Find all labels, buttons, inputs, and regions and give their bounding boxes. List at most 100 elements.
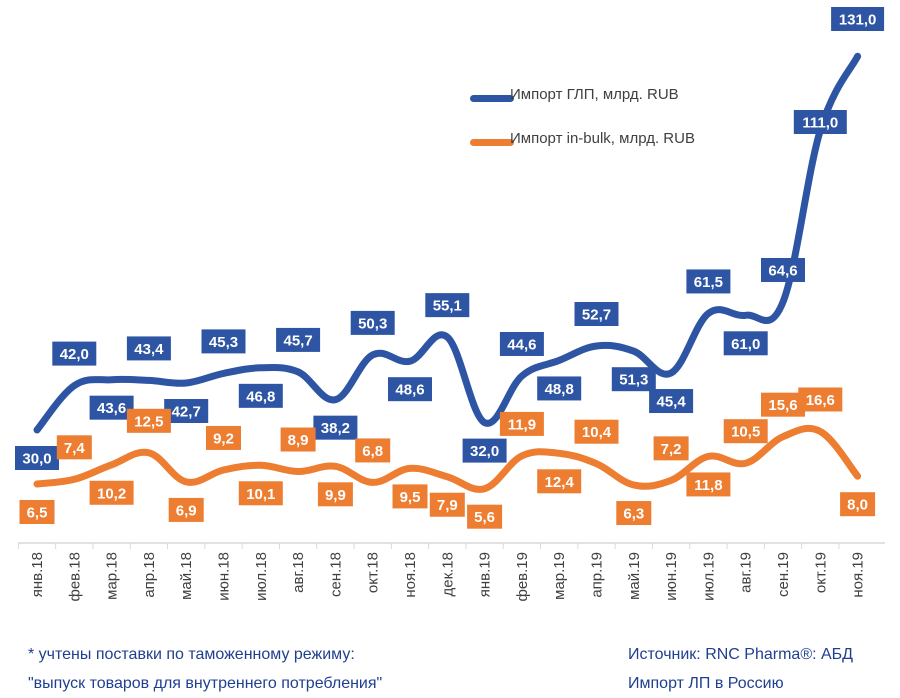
- x-tick-label: ноя.18: [402, 552, 419, 598]
- data-label-0-15: 52,7: [574, 302, 619, 327]
- svg-text:12,4: 12,4: [545, 474, 575, 491]
- svg-text:12,5: 12,5: [134, 413, 163, 430]
- x-tick-label: сен.18: [327, 552, 344, 597]
- data-label-1-8: 9,9: [317, 482, 353, 507]
- data-label-1-3: 12,5: [126, 408, 171, 433]
- x-tick-label: авг.18: [290, 552, 307, 593]
- data-label-1-0: 6,5: [19, 500, 55, 524]
- data-label-0-8: 38,2: [313, 415, 358, 440]
- x-tick-label: апр.19: [589, 552, 606, 598]
- svg-text:43,4: 43,4: [134, 341, 164, 358]
- x-tick-label: окт.18: [365, 552, 382, 593]
- data-label-1-2: 10,2: [89, 480, 134, 505]
- svg-text:43,6: 43,6: [97, 400, 126, 417]
- svg-text:6,5: 6,5: [27, 505, 48, 522]
- data-label-0-9: 50,3: [350, 310, 395, 335]
- data-label-0-3: 43,4: [126, 336, 171, 361]
- svg-text:9,2: 9,2: [213, 430, 234, 447]
- data-label-0-0: 30,0: [15, 446, 59, 470]
- svg-text:50,3: 50,3: [358, 315, 387, 332]
- data-label-1-6: 10,1: [238, 481, 283, 506]
- data-label-1-17: 7,2: [653, 436, 689, 461]
- x-tick-label: янв.18: [29, 552, 46, 597]
- svg-text:44,6: 44,6: [507, 336, 536, 353]
- data-label-1-13: 11,9: [499, 411, 544, 436]
- source-line-1: Источник: RNC Pharma®: АБД: [628, 646, 854, 663]
- svg-text:15,6: 15,6: [768, 397, 797, 414]
- svg-text:48,8: 48,8: [545, 381, 574, 398]
- x-tick-label: фев.18: [66, 552, 83, 602]
- svg-text:32,0: 32,0: [470, 443, 499, 460]
- data-label-0-6: 46,8: [238, 383, 283, 408]
- svg-text:7,4: 7,4: [64, 440, 86, 457]
- data-label-1-20: 15,6: [761, 392, 805, 417]
- svg-text:46,8: 46,8: [246, 388, 275, 405]
- data-label-1-21: 16,6: [798, 387, 843, 412]
- data-label-1-11: 7,9: [429, 492, 465, 517]
- x-tick-label: дек.18: [439, 552, 456, 597]
- data-label-1-10: 9,5: [392, 484, 428, 509]
- svg-text:9,5: 9,5: [400, 489, 421, 506]
- svg-text:42,7: 42,7: [172, 404, 201, 421]
- data-label-1-5: 9,2: [206, 425, 241, 450]
- series-line-1: [33, 425, 862, 493]
- x-tick-label: мар.18: [104, 552, 121, 600]
- data-label-0-12: 32,0: [462, 438, 507, 463]
- legend-swatch-inbulk: [470, 139, 514, 146]
- svg-text:7,2: 7,2: [661, 441, 682, 458]
- x-tick-label: мар.19: [551, 552, 568, 600]
- svg-text:10,1: 10,1: [246, 486, 275, 503]
- footnote-line-2: "выпуск товаров для внутреннего потребле…: [28, 675, 383, 692]
- data-label-0-4: 42,7: [164, 399, 209, 424]
- data-label-1-7: 8,9: [280, 427, 316, 452]
- svg-text:10,4: 10,4: [582, 424, 612, 441]
- data-label-0-18: 61,5: [686, 269, 731, 294]
- data-label-0-13: 44,6: [499, 331, 544, 356]
- svg-text:10,2: 10,2: [97, 485, 126, 502]
- data-label-1-9: 6,8: [355, 438, 391, 463]
- x-tick-label: июл.18: [253, 552, 270, 601]
- data-label-0-1: 42,0: [52, 341, 97, 366]
- svg-text:6,3: 6,3: [623, 506, 644, 523]
- data-label-1-14: 12,4: [537, 469, 582, 494]
- x-tick-label: фев.19: [514, 552, 531, 602]
- data-label-1-16: 6,3: [616, 501, 652, 526]
- data-label-1-19: 10,5: [723, 419, 768, 444]
- source-note: Источник: RNC Pharma®: АБД Импорт ЛП в Р…: [628, 640, 853, 698]
- data-label-0-19: 61,0: [723, 331, 768, 356]
- svg-text:51,3: 51,3: [619, 372, 648, 389]
- data-label-1-18: 11,8: [686, 472, 731, 497]
- x-tick-label: июн.18: [216, 552, 233, 601]
- data-label-0-14: 48,8: [537, 376, 582, 401]
- svg-text:111,0: 111,0: [802, 115, 838, 132]
- svg-text:10,5: 10,5: [731, 424, 760, 441]
- svg-text:11,9: 11,9: [508, 416, 536, 433]
- svg-text:48,6: 48,6: [395, 382, 424, 399]
- svg-text:61,5: 61,5: [694, 274, 723, 291]
- svg-text:52,7: 52,7: [582, 307, 611, 324]
- footnote-line-1: * учтены поставки по таможенному режиму:: [28, 646, 355, 663]
- svg-text:8,0: 8,0: [847, 497, 868, 514]
- data-label-0-11: 55,1: [425, 293, 470, 318]
- svg-text:5,6: 5,6: [474, 509, 495, 526]
- svg-text:16,6: 16,6: [806, 392, 835, 409]
- data-label-1-22: 8,0: [840, 492, 876, 517]
- legend-swatch-glp: [470, 95, 514, 102]
- x-tick-label: июн.19: [663, 552, 680, 601]
- x-tick-label: сен.19: [775, 552, 792, 597]
- data-label-0-10: 48,6: [388, 377, 432, 402]
- svg-text:45,7: 45,7: [283, 332, 312, 349]
- x-tick-label: ноя.19: [850, 552, 867, 598]
- x-tick-label: апр.18: [141, 552, 158, 598]
- svg-text:131,0: 131,0: [839, 12, 877, 29]
- data-label-1-4: 6,9: [168, 497, 204, 522]
- svg-text:42,0: 42,0: [60, 346, 89, 363]
- x-tick-label: май.19: [626, 552, 643, 600]
- data-label-1-15: 10,4: [574, 419, 619, 444]
- x-tick-label: июл.19: [700, 552, 717, 601]
- data-label-0-22: 131,0: [831, 7, 885, 31]
- legend-label-glp: Импорт ГЛП, млрд. RUB: [510, 86, 679, 103]
- x-tick-label: окт.19: [812, 552, 829, 593]
- data-label-0-16: 51,3: [611, 367, 656, 392]
